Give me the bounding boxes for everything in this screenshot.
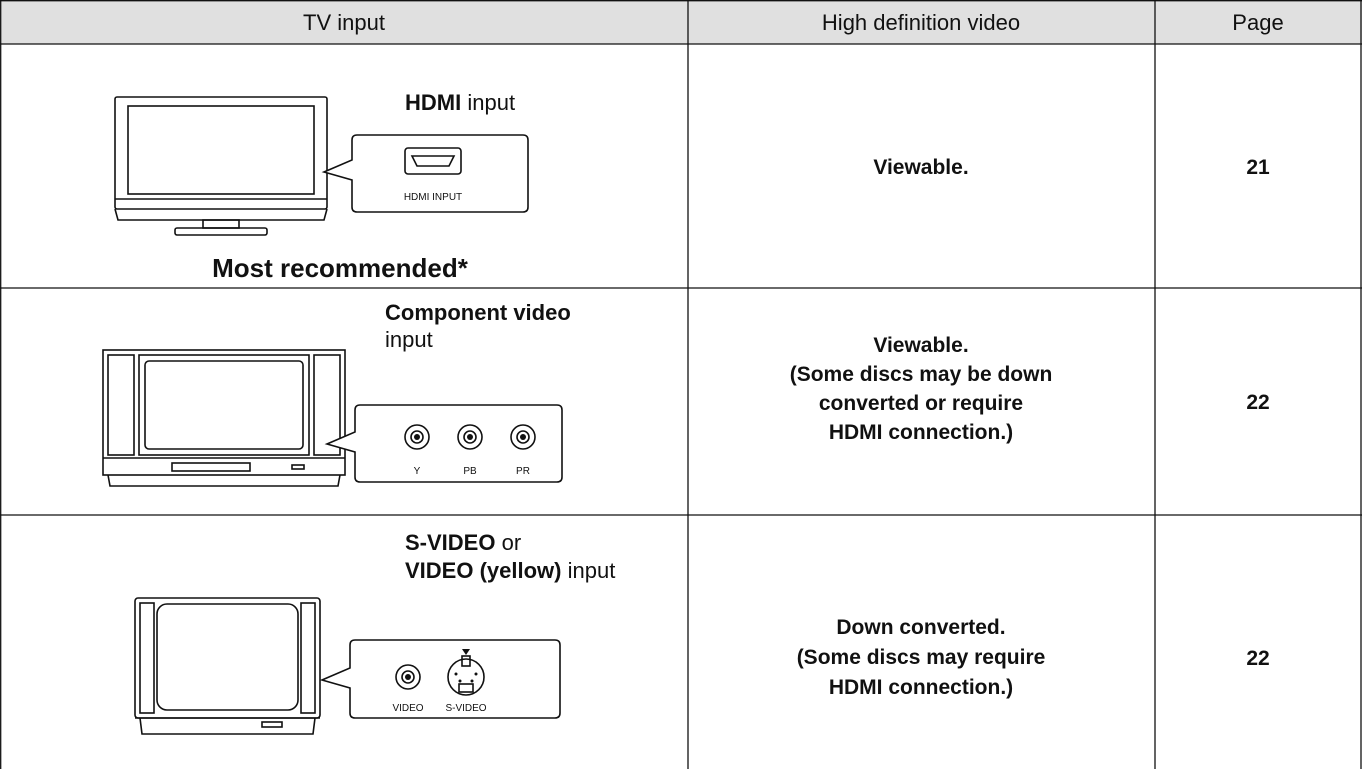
hd-text: (Some discs may be down (790, 363, 1053, 386)
input-label: VIDEO (yellow) input (405, 558, 615, 583)
label-normal: input (467, 90, 515, 115)
input-label: S-VIDEO or (405, 530, 521, 555)
tv-crt (134, 597, 561, 735)
port-label: PB (463, 466, 477, 477)
header-cell: TV input (303, 10, 385, 35)
hd-text: HDMI connection.) (829, 676, 1013, 699)
hd-text: Down converted. (836, 616, 1005, 639)
header-bg (0, 0, 1362, 44)
port-label: Y (414, 466, 421, 477)
page-number: 21 (1246, 156, 1270, 179)
label-normal: or (502, 530, 522, 555)
label-bold: VIDEO (yellow) (405, 558, 561, 583)
label-normal: input (568, 558, 616, 583)
port-label: VIDEO (392, 703, 423, 714)
hd-text: Viewable. (873, 156, 968, 179)
port-label: S-VIDEO (445, 703, 486, 714)
hd-text: converted or require (819, 392, 1023, 415)
header-cell: High definition video (822, 10, 1020, 35)
label-bold: Component video (385, 300, 571, 325)
note: Most recommended* (212, 253, 469, 283)
port-label: HDMI INPUT (404, 192, 462, 203)
hd-text: HDMI connection.) (829, 421, 1013, 444)
tv-wide (102, 349, 563, 487)
label-bold: HDMI (405, 90, 461, 115)
page-number: 22 (1246, 391, 1269, 414)
input-label: HDMI input (405, 90, 515, 115)
port-label: PR (516, 466, 530, 477)
header-cell: Page (1232, 10, 1283, 35)
hd-text: Viewable. (873, 334, 968, 357)
page-number: 22 (1246, 647, 1269, 670)
label-bold: S-VIDEO (405, 530, 495, 555)
hd-text: (Some discs may require (797, 646, 1046, 669)
tv-flat (114, 96, 529, 236)
label-normal: input (385, 327, 433, 352)
